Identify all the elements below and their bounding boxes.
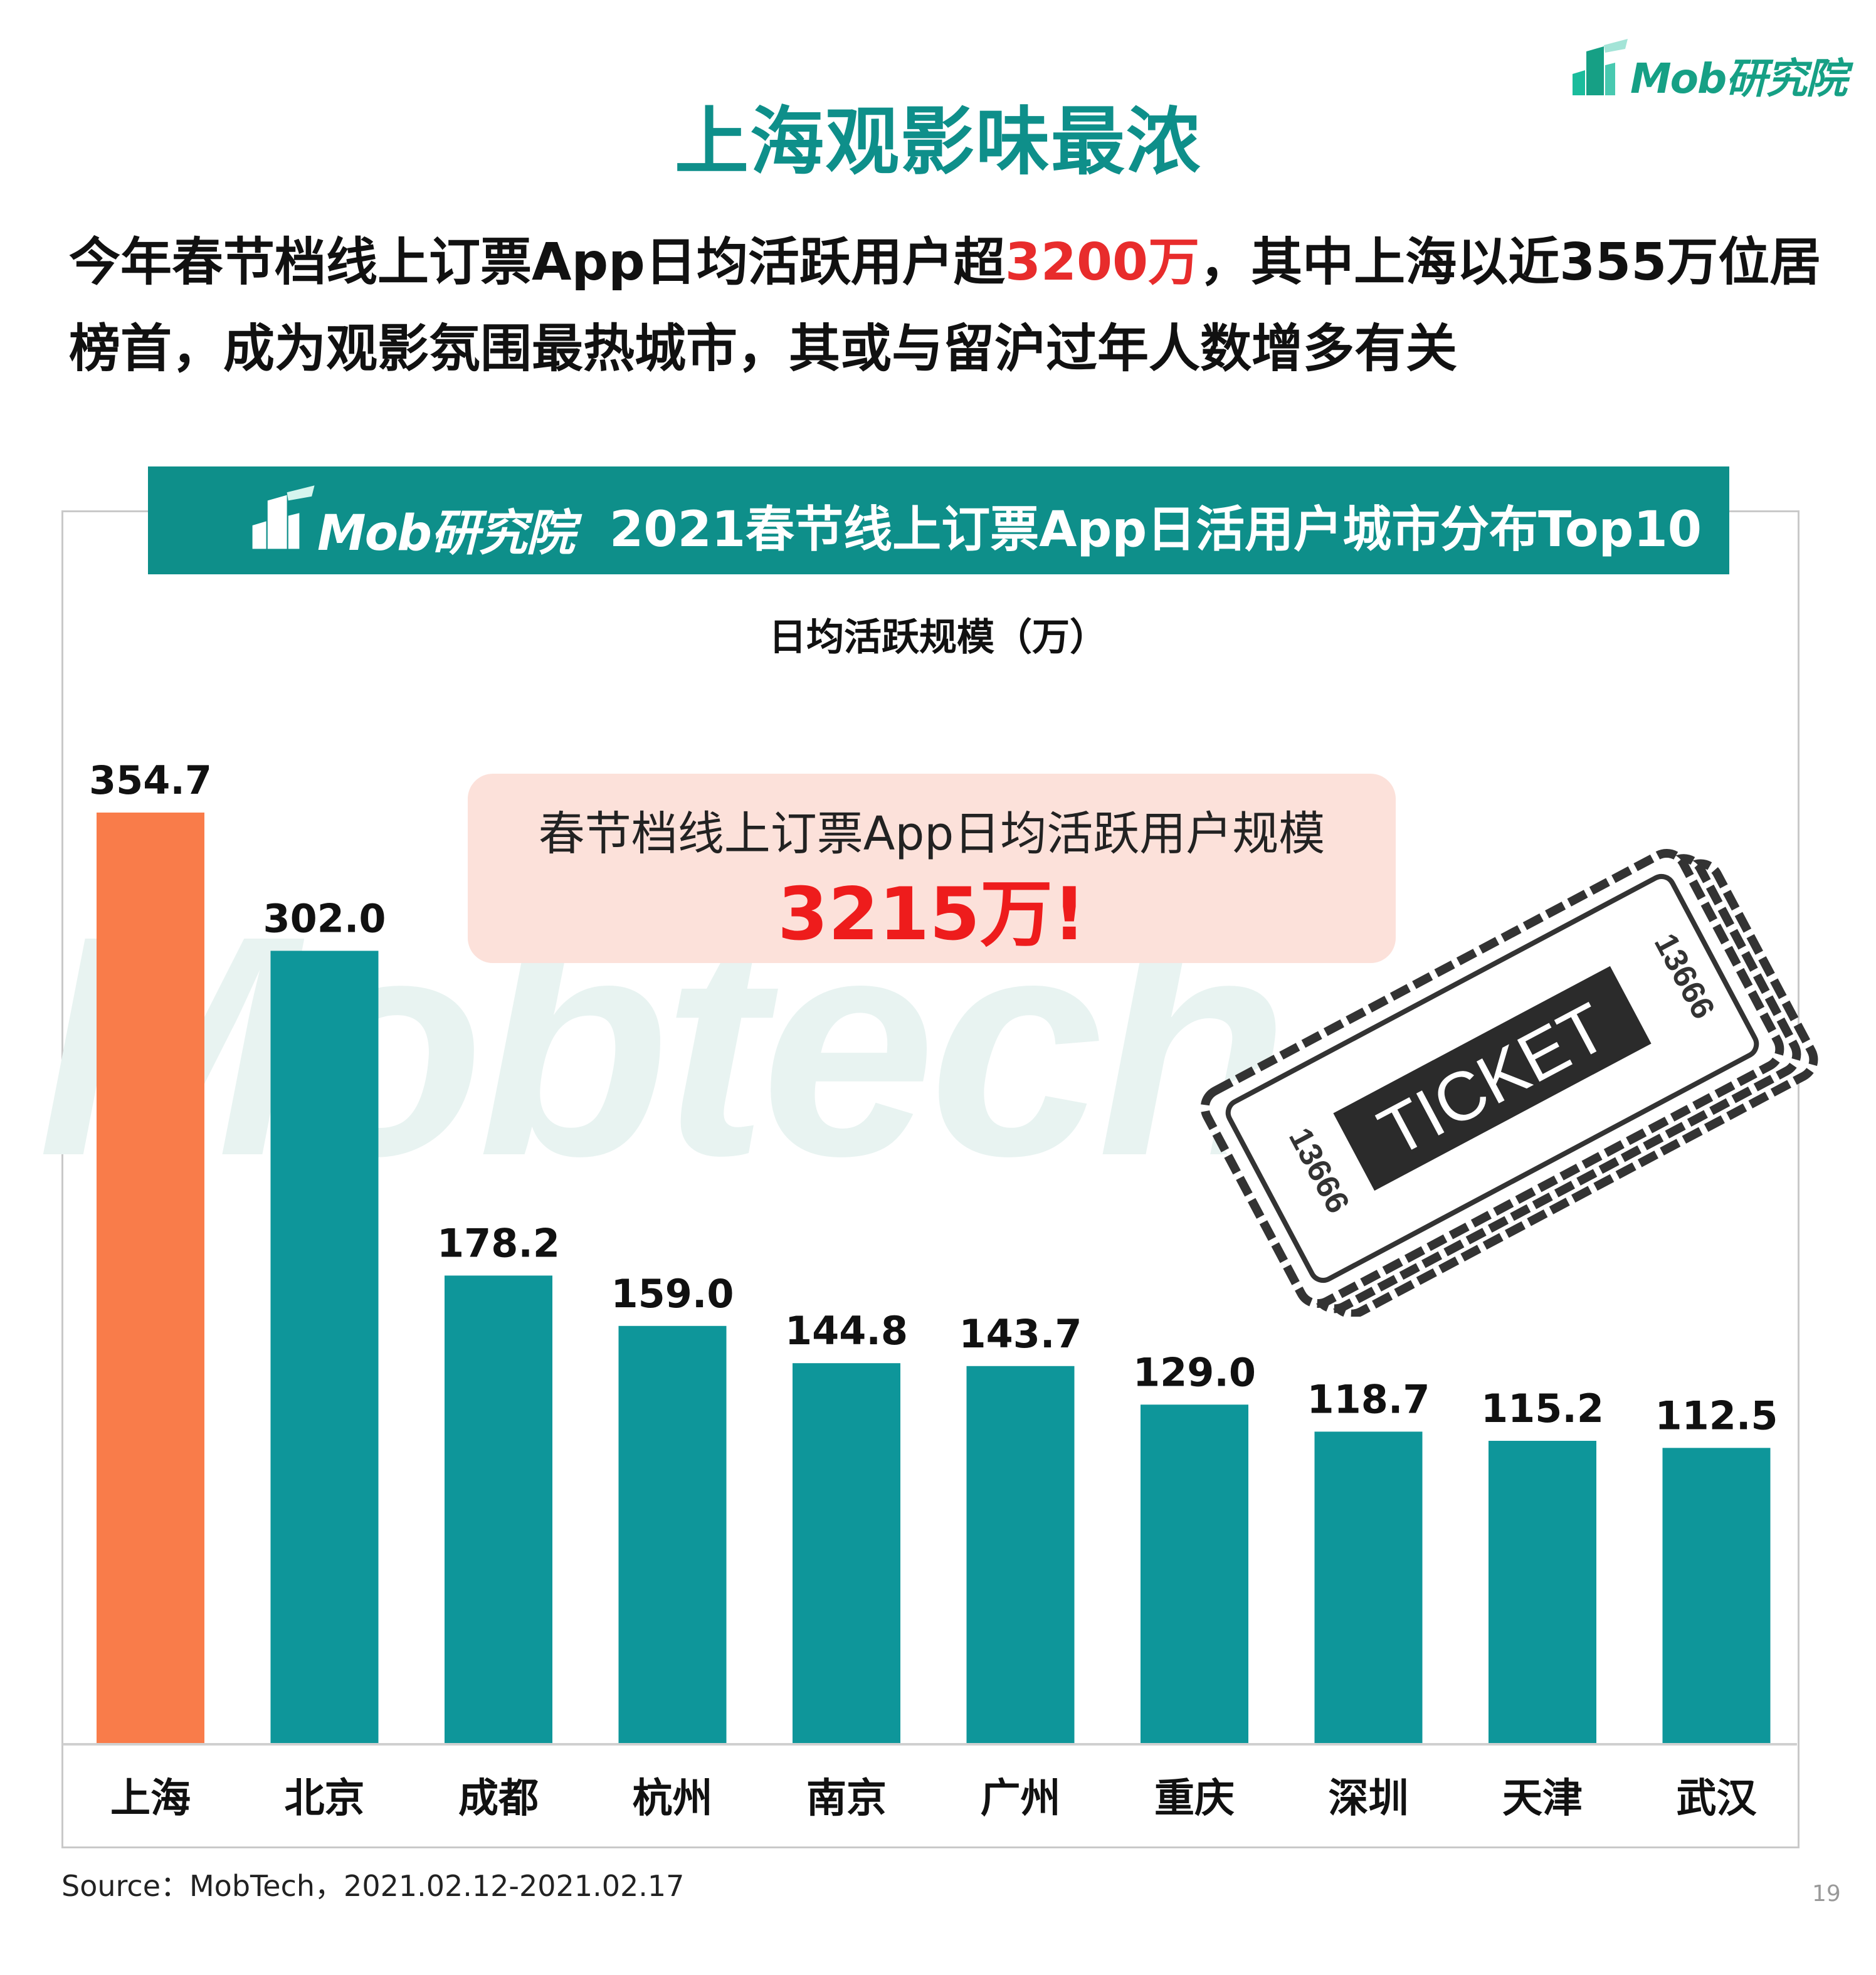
chart-title: 日均活跃规模（万）	[769, 616, 1107, 660]
data-label: 144.8	[785, 1308, 908, 1354]
building-logo-icon	[1573, 39, 1628, 95]
callout-text: 春节档线上订票App日均活跃用户规模	[538, 807, 1325, 861]
page-number: 19	[1812, 1881, 1841, 1907]
x-tick-label: 深圳	[1329, 1776, 1409, 1822]
data-label: 159.0	[611, 1271, 734, 1317]
ticket-icon: TICKET 13666 13666	[1200, 848, 1818, 1317]
x-tick-label: 上海	[110, 1776, 191, 1822]
data-label: 112.5	[1655, 1393, 1778, 1438]
subtitle-highlight: 3200万	[1004, 233, 1200, 292]
source-note: Source：MobTech，2021.02.12-2021.02.17	[61, 1869, 685, 1903]
page-title: 上海观影味最浓	[674, 98, 1201, 185]
bar-上海	[97, 813, 204, 1743]
x-tick-label: 天津	[1502, 1776, 1583, 1822]
building-logo-icon	[252, 485, 315, 549]
data-label: 354.7	[89, 757, 212, 803]
bar-武汉	[1662, 1448, 1771, 1743]
bar-广州	[966, 1366, 1075, 1743]
x-tick-label: 广州	[981, 1776, 1061, 1822]
bar-深圳	[1314, 1431, 1423, 1743]
data-label: 178.2	[437, 1220, 560, 1266]
bar-南京	[793, 1363, 900, 1743]
banner-title: 2021春节线上订票App日活用户城市分布Top10	[609, 502, 1702, 558]
bar-重庆	[1141, 1404, 1248, 1743]
callout-value: 3215万!	[777, 872, 1086, 957]
subtitle-part2: ，其中上海以近355万位居榜首，成为观影氛围最热城市，其或与留沪过年人数增多有关	[69, 233, 1821, 379]
x-tick-label: 南京	[806, 1776, 887, 1822]
chart-banner: Mob研究院 2021春节线上订票App日活用户城市分布Top10	[148, 466, 1729, 574]
x-tick-label: 北京	[285, 1776, 365, 1822]
x-tick-label: 武汉	[1677, 1776, 1757, 1822]
subtitle-part1: 今年春节档线上订票App日均活跃用户超	[69, 233, 1005, 292]
data-label: 118.7	[1307, 1376, 1430, 1422]
bar-杭州	[618, 1325, 727, 1743]
x-tick-label: 杭州	[633, 1776, 713, 1822]
banner-logo-text: Mob研究院	[317, 505, 575, 562]
subtitle: 今年春节档线上订票App日均活跃用户超3200万，其中上海以近355万位居榜首，…	[69, 219, 1837, 392]
logo-text: Mob研究院	[1630, 55, 1847, 103]
mob-logo: Mob研究院	[1568, 38, 1847, 113]
data-label: 143.7	[959, 1311, 1082, 1357]
x-tick-label: 重庆	[1154, 1776, 1235, 1822]
x-tick-label: 成都	[458, 1776, 539, 1822]
data-label: 302.0	[263, 895, 386, 941]
data-label: 129.0	[1133, 1349, 1256, 1395]
bar-北京	[270, 951, 379, 1743]
bar-天津	[1489, 1441, 1596, 1743]
callout-box: 春节档线上订票App日均活跃用户规模 3215万!	[468, 774, 1396, 963]
data-label: 115.2	[1481, 1386, 1604, 1431]
banner-logo: Mob研究院	[248, 484, 575, 562]
bar-成都	[445, 1275, 552, 1743]
